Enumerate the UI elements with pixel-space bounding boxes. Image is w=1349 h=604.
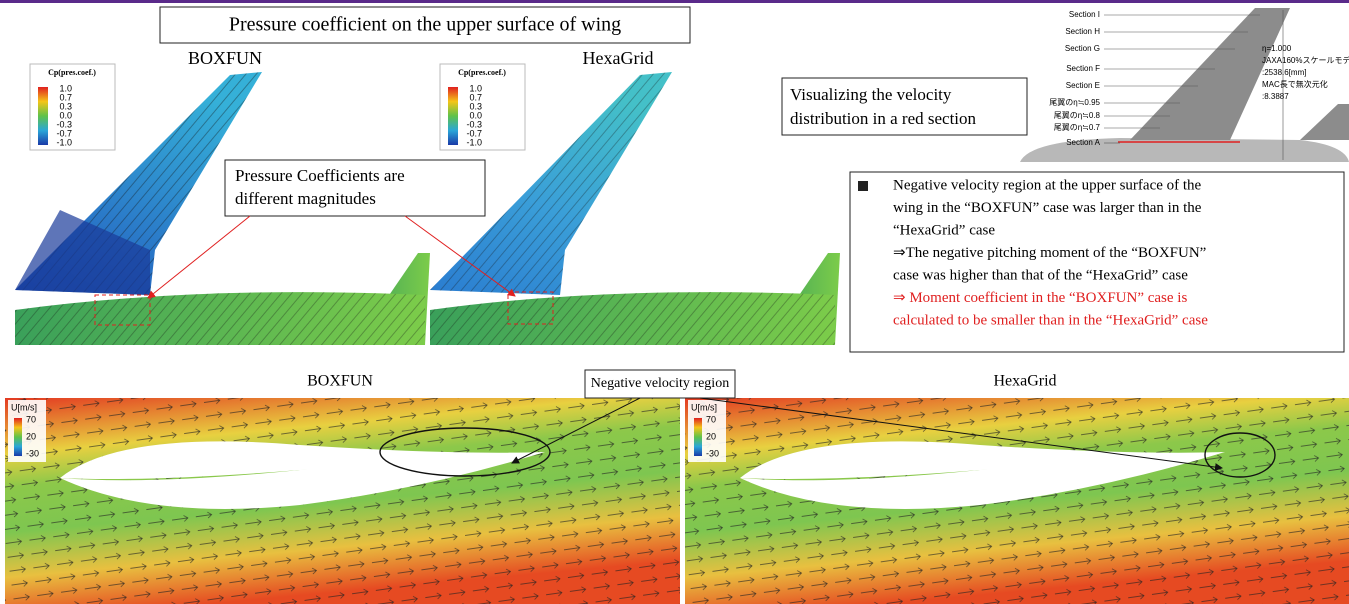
legend-tick: 20 bbox=[26, 431, 36, 441]
panel-label: BOXFUN bbox=[307, 373, 373, 390]
section-label: 尾翼のη≒0.95 bbox=[1049, 98, 1100, 107]
section-label: 尾翼のη≒0.8 bbox=[1054, 111, 1101, 120]
flow-hexagrid bbox=[685, 398, 1349, 604]
section-label: Section A bbox=[1066, 138, 1100, 147]
finding-highlight: calculated to be smaller than in the “He… bbox=[893, 312, 1208, 328]
panel-label: HexaGrid bbox=[583, 48, 654, 68]
legend-colorbar bbox=[38, 87, 48, 145]
section-label: 尾翼のη≒0.7 bbox=[1054, 123, 1101, 132]
legend-colorbar bbox=[694, 418, 702, 456]
section-note: JAXA160%スケールモデル bbox=[1262, 55, 1349, 65]
section-note: MAC長で無次元化 bbox=[1262, 79, 1328, 89]
velocity-callout-line: Visualizing the velocity bbox=[790, 85, 952, 104]
legend-tick: 20 bbox=[706, 431, 716, 441]
legend-title: Cp(pres.coef.) bbox=[458, 68, 506, 77]
legend-tick: -1.0 bbox=[56, 137, 72, 147]
legend-tick: 70 bbox=[26, 414, 36, 424]
finding-line: Negative velocity region at the upper su… bbox=[893, 177, 1202, 193]
bullet bbox=[858, 181, 868, 191]
panel-label: BOXFUN bbox=[188, 48, 262, 68]
section-label: Section F bbox=[1066, 64, 1100, 73]
finding-line: “HexaGrid” case bbox=[893, 222, 995, 238]
section-label: Section E bbox=[1066, 81, 1100, 90]
finding-line: ⇒The negative pitching moment of the “BO… bbox=[893, 245, 1206, 261]
section-label: Section H bbox=[1065, 27, 1100, 36]
title: Pressure coefficient on the upper surfac… bbox=[229, 14, 621, 36]
legend-tick: -30 bbox=[706, 448, 719, 458]
callout-line: Pressure Coefficients are bbox=[235, 166, 405, 185]
section-note: :8.3887 bbox=[1262, 92, 1289, 101]
callout-line: different magnitudes bbox=[235, 189, 376, 208]
finding-line: case was higher than that of the “HexaGr… bbox=[893, 267, 1188, 283]
legend-colorbar bbox=[448, 87, 458, 145]
section-label: Section I bbox=[1069, 10, 1100, 19]
section-note: :2538.6[mm] bbox=[1262, 68, 1306, 77]
legend-tick: -1.0 bbox=[466, 137, 482, 147]
annotation: Negative velocity region bbox=[591, 376, 729, 391]
velocity-callout-line: distribution in a red section bbox=[790, 109, 977, 128]
legend-title: Cp(pres.coef.) bbox=[48, 68, 96, 77]
finding-line: wing in the “BOXFUN” case was larger tha… bbox=[893, 200, 1202, 216]
legend-title: U[m/s] bbox=[11, 402, 37, 412]
top-rule bbox=[0, 0, 1349, 3]
finding-highlight: ⇒ Moment coefficient in the “BOXFUN” cas… bbox=[893, 290, 1187, 306]
section-label: Section G bbox=[1065, 44, 1100, 53]
section-note: η=1.000 bbox=[1262, 44, 1292, 53]
legend-tick: 70 bbox=[706, 414, 716, 424]
page: Pressure coefficient on the upper surfac… bbox=[0, 0, 1349, 604]
legend-colorbar bbox=[14, 418, 22, 456]
panel-label: HexaGrid bbox=[993, 373, 1056, 390]
legend-title: U[m/s] bbox=[691, 402, 717, 412]
legend-tick: -30 bbox=[26, 448, 39, 458]
